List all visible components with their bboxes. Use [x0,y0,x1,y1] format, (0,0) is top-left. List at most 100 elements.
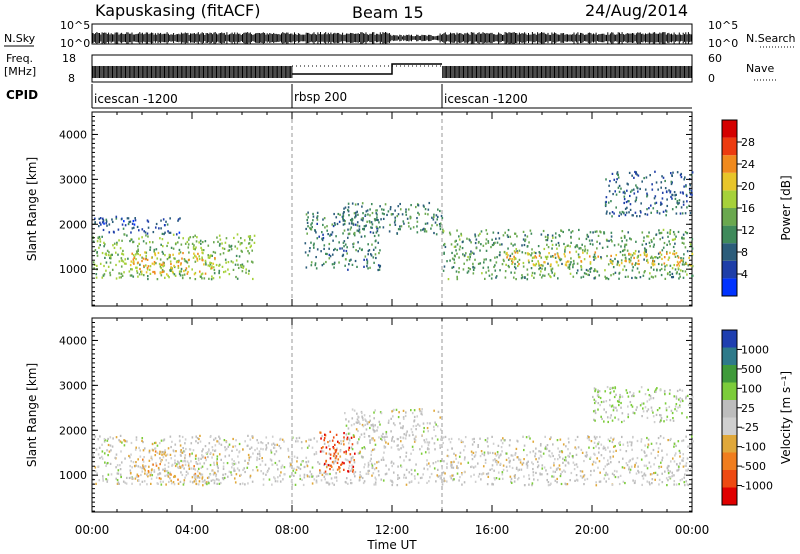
power-cell [92,240,95,243]
power-cell [539,252,541,255]
velocity-cell [659,420,661,424]
power-cell [194,234,196,237]
power-cell [612,260,614,263]
velocity-cell [685,480,688,483]
power-cell [307,216,309,219]
velocity-cell [671,474,674,477]
velocity-cell [641,402,643,405]
power-cell [153,250,155,253]
velocity-cell [602,400,605,403]
power-cell [485,229,488,232]
power-cell [147,220,150,223]
velocity-cell [661,449,663,452]
power-cell [166,223,169,226]
power-cell [392,213,394,216]
power-cell [469,239,471,242]
power-cell [596,247,598,250]
velocity-cell [265,446,268,449]
velocity-cell [336,447,338,450]
velocity-cell [520,468,523,471]
velocity-cell [212,453,215,456]
power-cell [584,248,587,251]
velocity-cell [181,435,184,439]
velocity-cell [102,477,104,480]
power-cell [135,258,137,261]
velocity-cell [400,447,402,450]
velocity-cell [564,470,567,473]
power-cell [635,184,637,187]
power-cell [130,268,132,271]
power-cell [204,272,207,275]
power-cell [448,231,451,234]
power-cell [139,254,141,257]
velocity-cell [609,457,612,460]
velocity-cell [95,482,97,485]
velocity-cell [605,473,607,476]
velocity-cell [214,437,217,440]
power-cell [522,265,525,268]
power-cell [682,192,685,195]
power-cell [544,261,546,264]
power-cell [605,277,607,280]
velocity-cell [613,406,615,409]
velocity-cell [231,466,233,469]
velocity-cell [315,479,318,482]
velocity-cell [421,408,423,411]
power-cell [674,237,676,241]
power-cell [424,212,427,215]
velocity-cell [619,396,621,399]
velocity-cell [385,441,387,444]
velocity-cell [135,446,138,449]
power-cell [616,172,618,175]
velocity-cell [329,472,331,476]
power-cell [650,275,653,278]
velocity-cell [562,457,564,460]
velocity-cell [332,462,335,465]
velocity-cell [123,444,126,447]
velocity-cell [640,440,643,443]
velocity-cell [174,459,176,462]
power-cell [619,250,622,254]
velocity-cell [195,475,197,478]
power-cell [352,223,355,226]
velocity-cell [594,388,597,391]
velocity-cell [457,461,460,464]
velocity-cell [434,448,436,451]
power-cell [550,239,553,243]
velocity-cell [691,396,693,399]
velocity-cell [106,480,109,483]
power-cell [331,231,334,234]
velocity-cell [575,447,577,450]
power-cell [101,251,104,255]
power-cell [369,253,372,256]
power-cell [673,253,676,256]
power-cell [671,272,674,276]
power-cell [140,270,143,273]
power-cell [637,259,640,262]
power-cell [658,232,661,235]
power-cell [209,255,212,258]
power-cell [432,218,435,221]
velocity-cell [353,409,356,412]
velocity-cell [168,480,170,484]
velocity-cell [359,450,361,453]
velocity-cell [372,428,375,432]
velocity-cell [580,448,583,451]
power-cell [631,174,633,177]
velocity-cell [157,473,160,476]
velocity-cell [581,470,584,473]
power-cell [179,217,181,220]
power-cell [140,273,143,276]
power-cell [653,237,655,240]
velocity-cell [647,388,649,391]
velocity-cell [290,474,293,477]
velocity-cell [371,474,373,477]
power-cell [109,255,112,258]
velocity-cell [361,447,364,450]
power-cell [684,176,686,179]
velocity-cell [498,477,501,481]
velocity-cell [195,440,197,443]
power-cell [112,244,114,247]
power-cell [562,230,564,234]
power-cell [687,264,690,267]
